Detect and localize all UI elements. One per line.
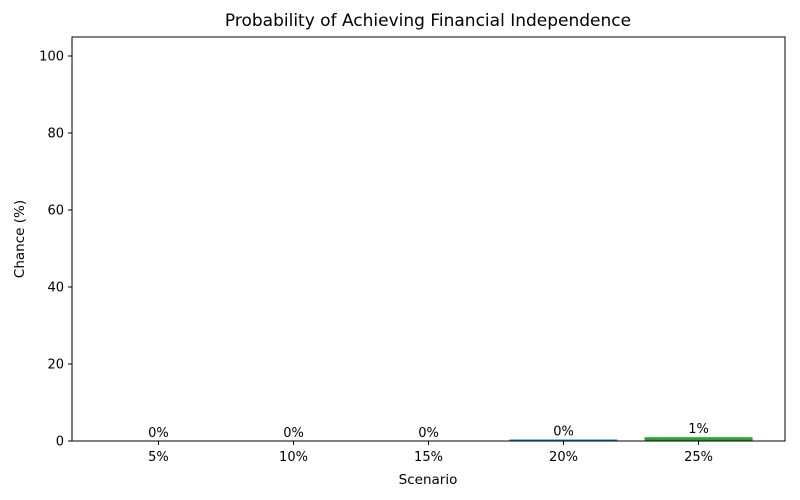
plot-area: 0 20 40 60 80 100 5% 10% 15% 20% 25% 0% 0% 0% 0% 1% bbox=[39, 36, 786, 465]
x-tick-label: 15% bbox=[414, 450, 443, 465]
plot-border bbox=[71, 36, 786, 442]
x-tick-label: 10% bbox=[279, 450, 308, 465]
x-tick-label: 25% bbox=[684, 450, 713, 465]
bar-value-label: 0% bbox=[418, 426, 439, 441]
y-tick-label: 60 bbox=[47, 204, 64, 219]
bar-value-label: 0% bbox=[148, 426, 169, 441]
y-tick-label: 100 bbox=[39, 50, 64, 65]
chart-title: Probability of Achieving Financial Indep… bbox=[225, 11, 631, 31]
y-axis-label: Chance (%) bbox=[12, 200, 28, 278]
bar-25% bbox=[644, 437, 753, 441]
y-tick-label: 0 bbox=[56, 435, 64, 450]
bar-value-label: 0% bbox=[283, 426, 304, 441]
bar-value-label: 0% bbox=[553, 425, 574, 440]
x-tick-label: 5% bbox=[148, 450, 169, 465]
bar-value-label: 1% bbox=[688, 422, 709, 437]
bar-20% bbox=[509, 439, 618, 441]
x-tick-label: 20% bbox=[549, 450, 578, 465]
x-axis-label: Scenario bbox=[399, 472, 458, 488]
y-tick-label: 20 bbox=[47, 358, 64, 373]
y-tick-label: 40 bbox=[47, 281, 64, 296]
y-tick-label: 80 bbox=[47, 127, 64, 142]
